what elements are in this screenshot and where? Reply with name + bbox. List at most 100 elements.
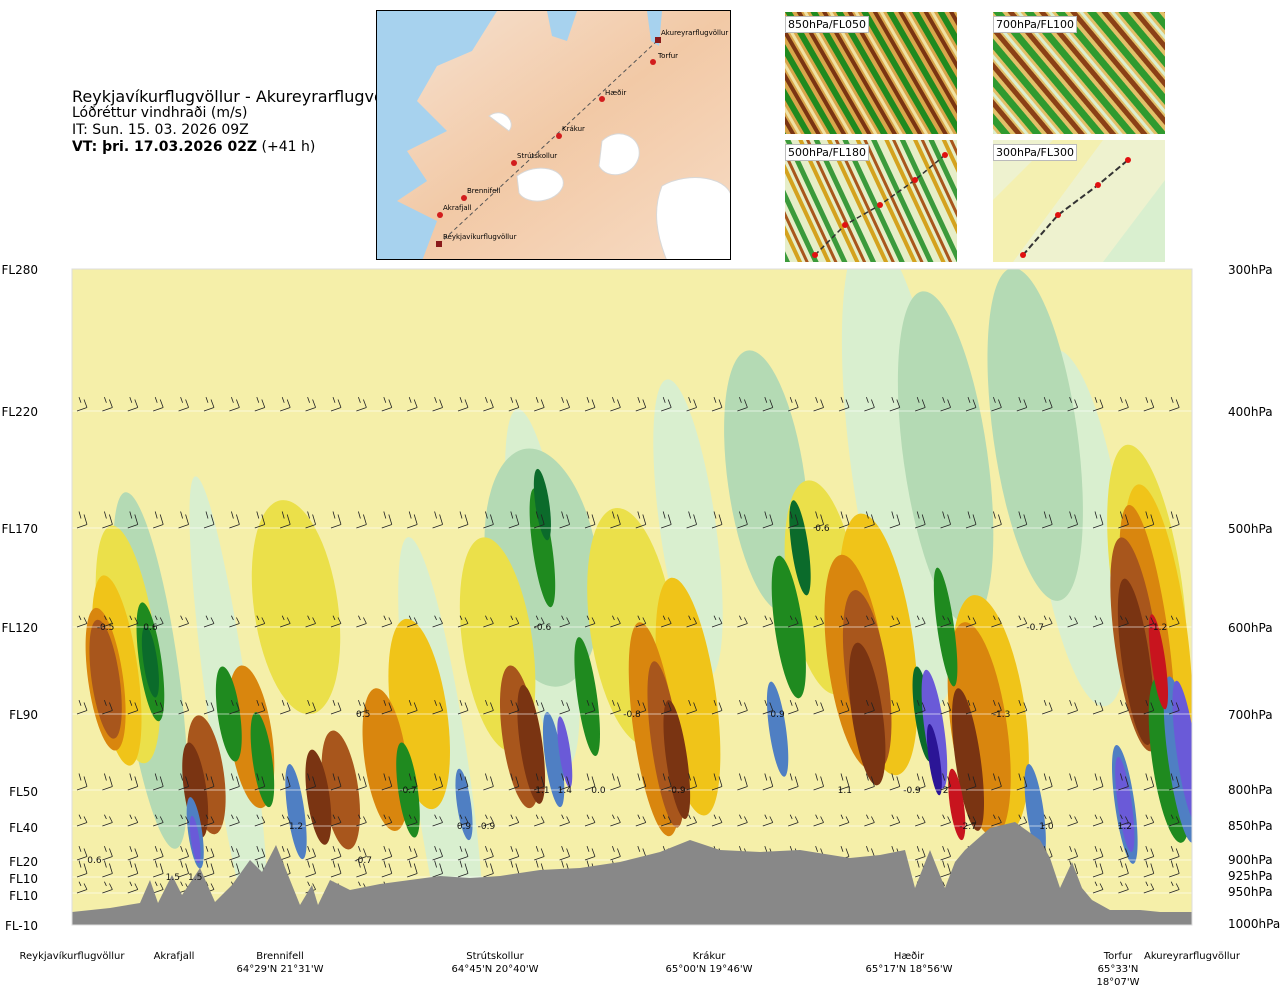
wind-barb (635, 615, 647, 628)
wind-barb (686, 814, 697, 827)
contour-label: -0.9 (903, 786, 921, 796)
wind-barb (1143, 881, 1155, 894)
velocity-band (1172, 680, 1192, 824)
wind-barb (965, 615, 977, 628)
wind-barb (76, 511, 88, 529)
wind-barb (711, 511, 723, 529)
wind-barb (813, 699, 824, 715)
y-right-label: 800hPa (1228, 783, 1273, 797)
wind-barb (813, 814, 824, 827)
wind-barb (1016, 511, 1028, 529)
wind-barb (1093, 269, 1095, 270)
wind-barb (356, 860, 367, 878)
x-location-strutskollur: Strútskollur 64°45'N 20°40'W (440, 950, 550, 976)
wind-barb (127, 814, 139, 827)
velocity-band (1148, 614, 1169, 710)
wind-barb (483, 814, 494, 827)
wind-barb (432, 511, 443, 529)
wind-barb (1118, 269, 1120, 270)
contour-label: 1.2 (1118, 822, 1132, 832)
wind-barb (534, 699, 545, 715)
wind-barb (381, 396, 393, 412)
wind-barb (254, 699, 266, 715)
wind-barb (915, 845, 926, 861)
wind-barb (254, 773, 266, 791)
wind-barb (584, 615, 596, 628)
wind-barb (254, 269, 257, 270)
lead-time: (+41 h) (261, 139, 316, 155)
wind-barb (153, 845, 164, 861)
wind-barb (1016, 699, 1028, 715)
wind-barb (1092, 845, 1104, 861)
wind-barb (356, 615, 367, 628)
wind-barb (331, 269, 333, 270)
wind-barb (711, 699, 723, 715)
x-location-brennifell: Brennifell 64°29'N 21°31'W (225, 950, 335, 976)
wind-barb (407, 814, 418, 827)
wind-barb (178, 396, 189, 412)
wind-barb (661, 396, 672, 412)
wind-barb (153, 860, 164, 878)
wind-barb (838, 699, 850, 715)
wind-barb (280, 699, 291, 715)
wind-barb (838, 511, 850, 529)
wind-barb (940, 511, 951, 529)
wind-barb (889, 396, 901, 412)
y-left-label: FL10 (9, 872, 38, 886)
wind-barb (940, 396, 951, 412)
x-location-name: Strútskollur (466, 951, 524, 962)
wind-barb (76, 699, 88, 715)
wind-barb (483, 860, 494, 878)
velocity-bands (85, 269, 1192, 925)
wind-barb (330, 699, 342, 715)
mini-map-700: 700hPa/FL100 (993, 12, 1165, 134)
wind-barb (661, 814, 672, 827)
wind-barb (356, 845, 367, 861)
vertical-velocity-field: -0.5 0.6 -0.6 0.6 -0.7 -1.2 0.5 -0.8 0.9 -1.3 -0.7… (72, 269, 1192, 925)
wind-barb (711, 615, 723, 628)
velocity-band (305, 749, 332, 845)
wind-barb (864, 773, 875, 791)
velocity-band (921, 669, 948, 789)
wind-barb (584, 845, 596, 861)
velocity-band (362, 688, 409, 831)
velocity-band (987, 269, 1083, 601)
wind-barb (991, 269, 993, 270)
wind-barb (1042, 511, 1053, 529)
wind-barb (915, 814, 926, 827)
map-point-torfur-marker (650, 59, 656, 65)
wind-barb (534, 814, 545, 827)
wind-barb (330, 860, 342, 878)
wind-barb (407, 773, 418, 791)
wind-barb (1169, 511, 1180, 529)
wind-barb (508, 269, 511, 270)
wind-barb (178, 269, 180, 270)
wind-barb (356, 269, 358, 270)
wind-barb (788, 396, 799, 412)
velocity-band (285, 764, 307, 860)
wind-barb (153, 773, 164, 791)
map-label-strutskollur: Strútskollur (517, 152, 557, 160)
wind-barb (203, 845, 215, 861)
contour-label: -1.3 (993, 710, 1011, 720)
wind-barb (686, 699, 697, 715)
title-block: Reykjavíkurflugvöllur - Akureyrarflugvöl… (72, 88, 409, 156)
wind-barb (839, 269, 841, 270)
x-location-akureyri: Akureyrarflugvöllur (1140, 950, 1244, 963)
wind-barb (915, 396, 926, 412)
wind-barb (483, 845, 494, 861)
wind-barb (1042, 699, 1053, 715)
wind-barb (864, 396, 875, 412)
wind-barb (280, 269, 282, 270)
wind-barb (1092, 881, 1104, 894)
wind-barb (483, 396, 494, 412)
wind-barb (381, 845, 393, 861)
mini-map-label-700: 700hPa/FL100 (993, 16, 1078, 33)
wind-barb (153, 814, 164, 827)
velocity-band (663, 700, 691, 820)
wind-barb (661, 773, 672, 791)
wind-barb (559, 845, 570, 861)
wind-barb (940, 269, 942, 270)
wind-barb (254, 845, 266, 861)
